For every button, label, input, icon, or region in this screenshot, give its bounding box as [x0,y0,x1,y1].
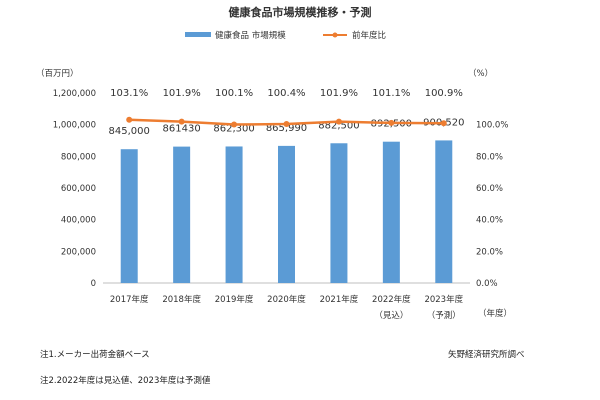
line-point [388,119,395,126]
y-tick-label: 800,000 [61,152,96,162]
line-point [440,120,447,127]
right-axis-unit: （%） [468,68,493,79]
x-axis: 2017年度 2018年度 2019年度 2020年度 2021年度 2022年度 （見込）… [110,294,464,321]
x-axis-unit: （年度） [478,308,512,319]
line-point [126,116,133,123]
y2-tick-label: 40.0% [476,216,503,226]
bar-series: 845,000861430862,300865,990882,500892,50… [109,117,464,283]
left-axis-unit: （百万円） [36,68,79,79]
left-axis: 0 200,000 400,000 600,000 800,000 1,000,000 1,… [53,89,96,289]
x-tick-label: 2020年度 [267,294,306,305]
line-point [178,118,185,125]
line-value-label: 101.9% [320,88,358,99]
legend-bar-swatch [185,32,211,37]
y2-tick-label: 100.0% [476,121,508,131]
bar [435,140,453,283]
line-value-label: 101.1% [372,88,410,99]
x-tick-label: 2021年度 [320,294,359,305]
legend-bar-label: 健康食品 市場規模 [215,30,286,41]
y-tick-label: 1,200,000 [53,89,96,99]
line-value-label: 101.9% [163,88,201,99]
bar [330,143,348,283]
bar-value-label: 862,300 [213,123,254,134]
y-tick-label: 1,000,000 [53,121,96,131]
bar [382,141,400,283]
line-value-label: 100.1% [215,88,253,99]
line-value-label: 103.1% [110,88,148,99]
bar-value-label: 845,000 [109,126,150,137]
line-series: 103.1% 101.9% 100.1% 100.4% 101.9% 101.1% 100.… [110,88,463,128]
x-tick-sublabel: （見込） [374,310,408,321]
bar [225,146,243,283]
y2-tick-label: 0.0% [476,279,498,289]
chart-title: 健康食品市場規模推移・予測 [229,5,372,19]
note-1: 注1.メーカー出荷金額ベース [40,349,150,360]
line-value-label: 100.4% [267,88,305,99]
y2-tick-label: 80.0% [476,152,503,162]
y-tick-label: 400,000 [61,216,96,226]
y-tick-label: 0 [91,279,96,289]
y2-tick-label: 20.0% [476,247,503,257]
x-tick-label: 2023年度 [424,294,463,305]
bar [278,145,295,283]
x-tick-label: 2018年度 [162,294,201,305]
bar-value-label: 861430 [163,124,201,135]
source-credit: 矢野経済研究所調べ [448,349,525,360]
legend-line-label: 前年度比 [352,30,386,41]
note-2: 注2.2022年度は見込値、2023年度は予測値 [40,375,211,386]
bar [120,149,138,283]
line-point [335,118,342,125]
line-point [283,121,290,128]
line-value-label: 100.9% [425,88,463,99]
y-tick-label: 600,000 [61,184,96,194]
line-point [231,121,238,128]
y2-tick-label: 60.0% [476,184,503,194]
x-tick-sublabel: （予測） [427,310,461,321]
x-tick-label: 2022年度 [372,294,411,305]
x-tick-label: 2019年度 [215,294,254,305]
bar [173,146,191,283]
bar-value-label: 865,990 [266,123,307,134]
y-tick-label: 200,000 [61,247,96,257]
legend: 健康食品 市場規模 前年度比 [185,30,386,41]
bar-value-label: 882,500 [318,120,359,131]
legend-line-marker [332,32,338,38]
right-axis: 0.0% 20.0% 40.0% 60.0% 80.0% 100.0% [476,121,508,289]
x-tick-label: 2017年度 [110,294,149,305]
